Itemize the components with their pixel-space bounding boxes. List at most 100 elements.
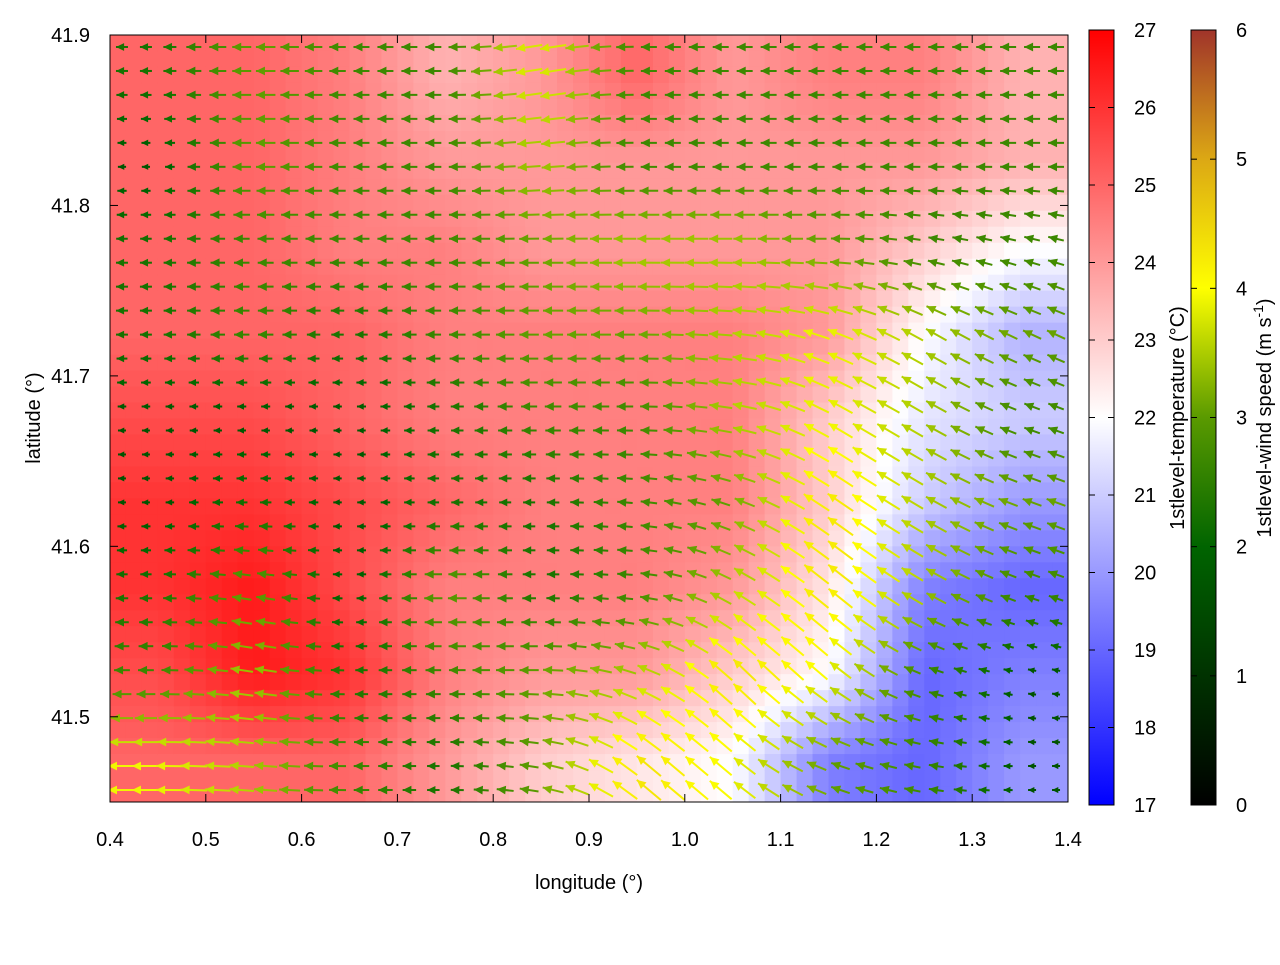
heatmap-cell <box>238 626 255 643</box>
heatmap-cell <box>270 498 287 515</box>
heatmap-cell <box>669 291 686 308</box>
heatmap-cell <box>525 243 542 260</box>
heatmap-cell <box>318 339 335 356</box>
heatmap-cell <box>493 387 510 404</box>
heatmap-cell <box>110 339 127 356</box>
heatmap-cell <box>669 243 686 260</box>
heatmap-cell <box>126 658 143 675</box>
heatmap-cell <box>685 578 702 595</box>
heatmap-cell <box>860 99 877 116</box>
heatmap-cell <box>318 722 335 739</box>
heatmap-cell <box>1036 530 1053 547</box>
heatmap-cell <box>924 131 941 148</box>
heatmap-cell <box>844 722 861 739</box>
heatmap-cell <box>126 339 143 356</box>
heatmap-cell <box>525 674 542 691</box>
heatmap-cell <box>781 594 798 611</box>
heatmap-cell <box>797 83 814 100</box>
heatmap-cell <box>365 419 382 436</box>
heatmap-cell <box>988 131 1005 148</box>
heatmap-cell <box>1004 770 1021 787</box>
heatmap-cell <box>1036 115 1053 132</box>
heatmap-cell <box>573 339 590 356</box>
heatmap-cell <box>302 195 319 212</box>
heatmap-cell <box>605 387 622 404</box>
heatmap-cell <box>206 339 223 356</box>
heatmap-cell <box>717 403 734 420</box>
heatmap-cell <box>1020 482 1037 499</box>
heatmap-cell <box>318 514 335 531</box>
heatmap-cell <box>605 147 622 164</box>
heatmap-cell <box>781 35 798 52</box>
heatmap-cell <box>685 51 702 68</box>
heatmap-cell <box>429 434 446 451</box>
heatmap-cell <box>126 722 143 739</box>
heatmap-cell <box>940 722 957 739</box>
heatmap-cell <box>110 67 127 84</box>
heatmap-cell <box>381 578 398 595</box>
heatmap-cell <box>892 195 909 212</box>
heatmap-cell <box>429 770 446 787</box>
heatmap-cell <box>413 562 430 579</box>
heatmap-cell <box>653 482 670 499</box>
heatmap-cell <box>413 323 430 340</box>
heatmap-cell <box>860 339 877 356</box>
heatmap-cell <box>573 291 590 308</box>
heatmap-cell <box>940 99 957 116</box>
heatmap-cell <box>557 387 574 404</box>
heatmap-cell <box>126 403 143 420</box>
heatmap-cell <box>445 387 462 404</box>
heatmap-cell <box>174 163 191 180</box>
heatmap-cell <box>940 163 957 180</box>
heatmap-cell <box>509 275 526 292</box>
heatmap-cell <box>749 99 766 116</box>
heatmap-cell <box>397 195 414 212</box>
heatmap-cell <box>270 243 287 260</box>
heatmap-cell <box>318 99 335 116</box>
heatmap-cell <box>413 690 430 707</box>
heatmap-cell <box>876 147 893 164</box>
heatmap-cell <box>413 419 430 436</box>
heatmap-cell <box>1020 243 1037 260</box>
heatmap-cell <box>222 179 239 196</box>
heatmap-cell <box>1052 578 1069 595</box>
heatmap-cell <box>429 99 446 116</box>
heatmap-cell <box>190 51 207 68</box>
heatmap-cell <box>158 482 175 499</box>
heatmap-cell <box>637 131 654 148</box>
heatmap-cell <box>445 147 462 164</box>
heatmap-cell <box>685 738 702 755</box>
heatmap-cell <box>972 610 989 627</box>
heatmap-cell <box>669 51 686 68</box>
heatmap-cell <box>876 754 893 771</box>
heatmap-cell <box>1052 770 1069 787</box>
heatmap-cell <box>701 67 718 84</box>
heatmap-cell <box>669 770 686 787</box>
heatmap-cell <box>829 594 846 611</box>
heatmap-cell <box>972 754 989 771</box>
heatmap-cell <box>940 67 957 84</box>
heatmap-cell <box>461 291 478 308</box>
heatmap-cell <box>1036 243 1053 260</box>
heatmap-cell <box>589 243 606 260</box>
heatmap-cell <box>174 339 191 356</box>
heatmap-cell <box>270 482 287 499</box>
heatmap-cell <box>749 243 766 260</box>
heatmap-cell <box>573 227 590 244</box>
heatmap-cell <box>493 578 510 595</box>
heatmap-cell <box>653 626 670 643</box>
heatmap-cell <box>908 722 925 739</box>
heatmap-cell <box>525 530 542 547</box>
heatmap-cell <box>797 179 814 196</box>
heatmap-cell <box>797 99 814 116</box>
heatmap-cell <box>445 371 462 388</box>
heatmap-cell <box>781 195 798 212</box>
heatmap-cell <box>605 131 622 148</box>
heatmap-cell <box>1020 339 1037 356</box>
heatmap-cell <box>286 147 303 164</box>
heatmap-cell <box>238 530 255 547</box>
heatmap-cell <box>381 371 398 388</box>
heatmap-cell <box>1004 658 1021 675</box>
heatmap-cell <box>318 195 335 212</box>
heatmap-cell <box>781 131 798 148</box>
